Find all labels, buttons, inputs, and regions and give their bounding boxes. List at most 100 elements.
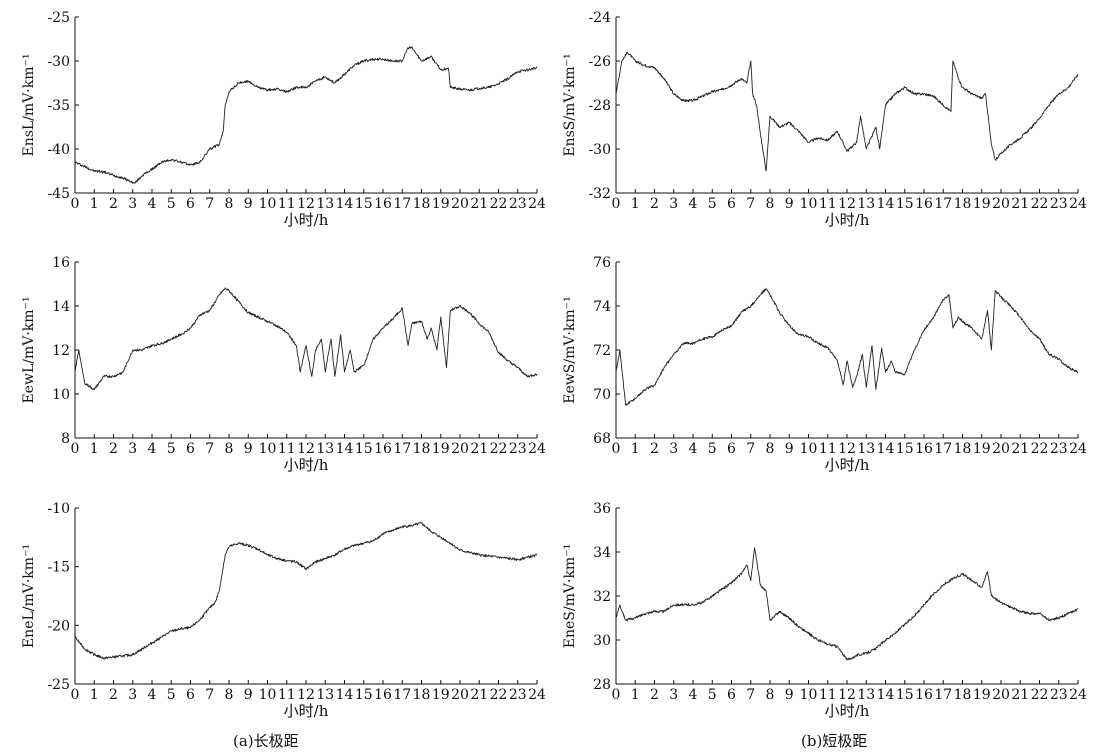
panel-5-x-tick-label: 1 — [90, 687, 99, 703]
panel-6-x-tick-label: 4 — [689, 687, 698, 703]
panel-5-x-tick-label: 7 — [205, 687, 214, 703]
panel-6-x-tick-label: 5 — [708, 687, 717, 703]
panel-5-x-tick-label: 14 — [336, 687, 354, 703]
panel-2-x-tick-label: 17 — [934, 196, 952, 212]
panel-6-y-tick-label: 34 — [593, 545, 611, 561]
panel-5-y-tick-label: -15 — [47, 560, 70, 576]
panel-1-x-tick-label: 10 — [259, 196, 277, 212]
panel-1-x-tick-label: 21 — [470, 196, 488, 212]
panel-1-x-tick-label: 15 — [355, 196, 373, 212]
panel-5-x-tick-label: 20 — [451, 687, 469, 703]
panel-3-y-axis-label: EewL/mV·km⁻¹ — [21, 296, 37, 403]
panel-6-x-tick-label: 16 — [915, 687, 933, 703]
panel-5-y-tick-label: -25 — [47, 677, 70, 693]
panel-1-y-tick-label: -30 — [47, 54, 70, 70]
panel-6-x-tick-label: 8 — [766, 687, 775, 703]
panel-5-y-tick-label: -10 — [47, 501, 70, 517]
panel-5-x-tick-label: 6 — [186, 687, 195, 703]
panel-3-x-tick-label: 9 — [244, 441, 253, 457]
panel-1-x-tick-label: 14 — [336, 196, 354, 212]
caption-long-pole-distance: (a)长极距 — [233, 732, 299, 750]
panel-1-y-tick-label: -25 — [47, 10, 70, 26]
panel-4-x-tick-label: 15 — [896, 441, 914, 457]
panel-4-x-tick-label: 10 — [800, 441, 818, 457]
panel-3-x-tick-label: 7 — [205, 441, 214, 457]
panel-1-x-tick-label: 1 — [90, 196, 99, 212]
panel-5-series-line — [74, 521, 537, 660]
panel-5-x-tick-label: 16 — [374, 687, 392, 703]
panel-6-y-tick-label: 36 — [593, 501, 611, 517]
panel-3-x-tick-label: 6 — [186, 441, 195, 457]
panel-3-x-tick-label: 19 — [432, 441, 450, 457]
panel-5-x-tick-label: 4 — [148, 687, 157, 703]
panel-2-x-tick-label: 0 — [612, 196, 621, 212]
panel-6-x-tick-label: 13 — [857, 687, 875, 703]
panel-4-x-tick-label: 18 — [954, 441, 972, 457]
panel-2: 0 1 2 3 4 5 6 7 8 9 10 11 12 13 14 15 16 17 18 19 20 21 22 23 24… — [562, 10, 1087, 229]
panel-4-series-line — [615, 287, 1079, 406]
panel-5-x-tick-label: 10 — [259, 687, 277, 703]
panel-2-x-tick-label: 12 — [838, 196, 856, 212]
panel-3-x-tick-label: 1 — [90, 441, 99, 457]
panel-6-x-tick-label: 3 — [669, 687, 678, 703]
panel-6-x-tick-label: 1 — [631, 687, 640, 703]
panel-2-x-tick-label: 13 — [857, 196, 875, 212]
panel-5-x-tick-label: 17 — [393, 687, 411, 703]
panel-6-x-tick-label: 23 — [1050, 687, 1068, 703]
panel-2-x-tick-label: 20 — [992, 196, 1010, 212]
panel-6-x-tick-label: 22 — [1031, 687, 1049, 703]
panel-3-x-tick-label: 12 — [297, 441, 315, 457]
panel-1-x-tick-label: 19 — [432, 196, 450, 212]
panel-1-x-tick-label: 20 — [451, 196, 469, 212]
panel-6-x-tick-label: 10 — [800, 687, 818, 703]
panel-2-x-tick-label: 18 — [954, 196, 972, 212]
panel-6-series-line — [615, 547, 1079, 661]
panel-2-x-tick-label: 2 — [650, 196, 659, 212]
panel-4-x-tick-label: 9 — [785, 441, 794, 457]
panel-4-x-tick-label: 17 — [934, 441, 952, 457]
panel-5-x-tick-label: 8 — [225, 687, 234, 703]
panel-3-x-tick-label: 24 — [528, 441, 546, 457]
panel-3-y-tick-label: 8 — [61, 431, 70, 447]
panel-4-x-tick-label: 6 — [727, 441, 736, 457]
panel-6-x-tick-label: 19 — [973, 687, 991, 703]
panel-5-x-tick-label: 23 — [509, 687, 527, 703]
panel-1-x-tick-label: 23 — [509, 196, 527, 212]
panel-2-x-tick-label: 22 — [1031, 196, 1049, 212]
panel-5-x-tick-label: 12 — [297, 687, 315, 703]
panel-6-y-tick-label: 30 — [593, 633, 611, 649]
panel-3-x-tick-label: 3 — [128, 441, 137, 457]
panel-3-x-tick-label: 0 — [71, 441, 80, 457]
panel-3-x-tick-label: 4 — [148, 441, 157, 457]
panel-1-y-tick-label: -35 — [47, 98, 70, 114]
panel-4-x-tick-label: 12 — [838, 441, 856, 457]
panel-4-x-tick-label: 3 — [669, 441, 678, 457]
panel-4-x-tick-label: 19 — [973, 441, 991, 457]
panel-4-y-tick-label: 68 — [593, 431, 611, 447]
panel-2-x-tick-label: 9 — [785, 196, 794, 212]
panel-2-x-tick-label: 3 — [669, 196, 678, 212]
panel-1-x-tick-label: 18 — [413, 196, 431, 212]
panel-2-x-tick-label: 14 — [877, 196, 895, 212]
panel-3-x-tick-label: 2 — [109, 441, 118, 457]
panel-2-x-tick-label: 8 — [766, 196, 775, 212]
panel-1-x-tick-label: 0 — [71, 196, 80, 212]
panel-1-x-tick-label: 2 — [109, 196, 118, 212]
panel-4-x-tick-label: 11 — [819, 441, 837, 457]
panel-4: 0 1 2 3 4 5 6 7 8 9 10 11 12 13 14 15 16 17 18 19 20 21 22 23 24… — [562, 255, 1087, 474]
panel-1-y-axis-label: EnsL/mV·km⁻¹ — [21, 53, 37, 156]
panel-4-x-axis-label: 小时/h — [825, 456, 870, 474]
panel-1-x-tick-label: 24 — [528, 196, 546, 212]
panel-1-x-tick-label: 7 — [205, 196, 214, 212]
panel-4-x-tick-label: 20 — [992, 441, 1010, 457]
panel-4-x-tick-label: 14 — [877, 441, 895, 457]
panel-1-x-tick-label: 8 — [225, 196, 234, 212]
panel-1-x-tick-label: 13 — [316, 196, 334, 212]
panel-2-x-tick-label: 4 — [689, 196, 698, 212]
panel-4-x-tick-label: 13 — [857, 441, 875, 457]
panel-1-x-tick-label: 17 — [393, 196, 411, 212]
panel-4-x-tick-label: 8 — [766, 441, 775, 457]
panel-5-y-tick-label: -20 — [47, 618, 70, 634]
panel-2-x-tick-label: 24 — [1069, 196, 1087, 212]
panel-1-x-tick-label: 3 — [128, 196, 137, 212]
